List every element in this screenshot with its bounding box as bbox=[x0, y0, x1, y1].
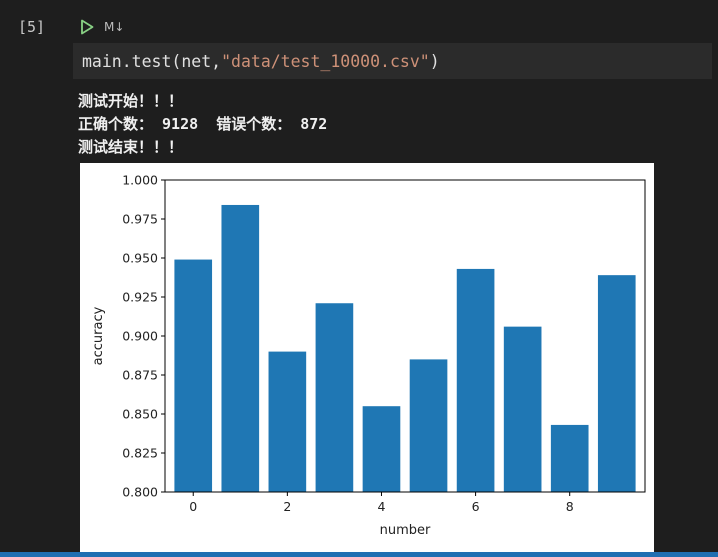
accuracy-bar-chart: 0.800 0.825 0.850 0.875 0.900 0.925 0.950 0.975… bbox=[80, 163, 654, 552]
bar-2 bbox=[268, 351, 307, 492]
y-tick-label: 0.800 bbox=[122, 485, 158, 500]
output-line-counts: 正确个数： 9128 错误个数： 872 bbox=[78, 115, 328, 133]
y-tick-label: 0.900 bbox=[122, 329, 158, 344]
bar-9 bbox=[597, 275, 636, 492]
code-prefix: main.test(net, bbox=[82, 51, 222, 71]
bar-4 bbox=[362, 406, 401, 492]
bar-7 bbox=[503, 326, 542, 492]
markdown-toggle-button[interactable]: M↓ bbox=[104, 20, 125, 34]
bar-8 bbox=[550, 424, 589, 492]
x-tick-label: 4 bbox=[377, 499, 385, 514]
y-axis-label: accuracy bbox=[91, 306, 106, 365]
y-tick-label: 1.000 bbox=[122, 173, 158, 188]
y-tick-label: 0.825 bbox=[122, 446, 158, 461]
x-axis-label: number bbox=[380, 523, 431, 538]
chart-svg: 0.800 0.825 0.850 0.875 0.900 0.925 0.950 0.975… bbox=[91, 173, 646, 538]
cell-toolbar: M↓ bbox=[80, 16, 124, 38]
code-editor[interactable]: main.test(net, "data/test_10000.csv") bbox=[73, 43, 712, 79]
output-line-end: 测试结束！！！ bbox=[78, 138, 184, 156]
bar-0 bbox=[174, 259, 213, 492]
y-tick-label: 0.925 bbox=[122, 290, 158, 305]
status-bar bbox=[0, 552, 718, 557]
code-suffix: ) bbox=[429, 51, 440, 71]
bar-1 bbox=[221, 204, 260, 492]
bar-3 bbox=[315, 303, 354, 492]
cell-output: 测试开始！！！ 正确个数： 9128 错误个数： 872 测试结束！！！ bbox=[78, 90, 708, 159]
output-line-start: 测试开始！！！ bbox=[78, 92, 184, 110]
run-cell-icon[interactable] bbox=[80, 19, 94, 35]
x-tick-label: 2 bbox=[283, 499, 291, 514]
bar-5 bbox=[409, 359, 448, 492]
execution-count: [5] bbox=[18, 18, 46, 36]
x-tick-label: 8 bbox=[566, 499, 574, 514]
y-tick-label: 0.950 bbox=[122, 251, 158, 266]
x-tick-label: 0 bbox=[189, 499, 197, 514]
y-tick-label: 0.850 bbox=[122, 407, 158, 422]
y-tick-label: 0.875 bbox=[122, 368, 158, 383]
x-tick-label: 6 bbox=[472, 499, 480, 514]
bar-6 bbox=[456, 268, 495, 492]
y-tick-label: 0.975 bbox=[122, 212, 158, 227]
code-string-arg: "data/test_10000.csv" bbox=[221, 51, 430, 71]
